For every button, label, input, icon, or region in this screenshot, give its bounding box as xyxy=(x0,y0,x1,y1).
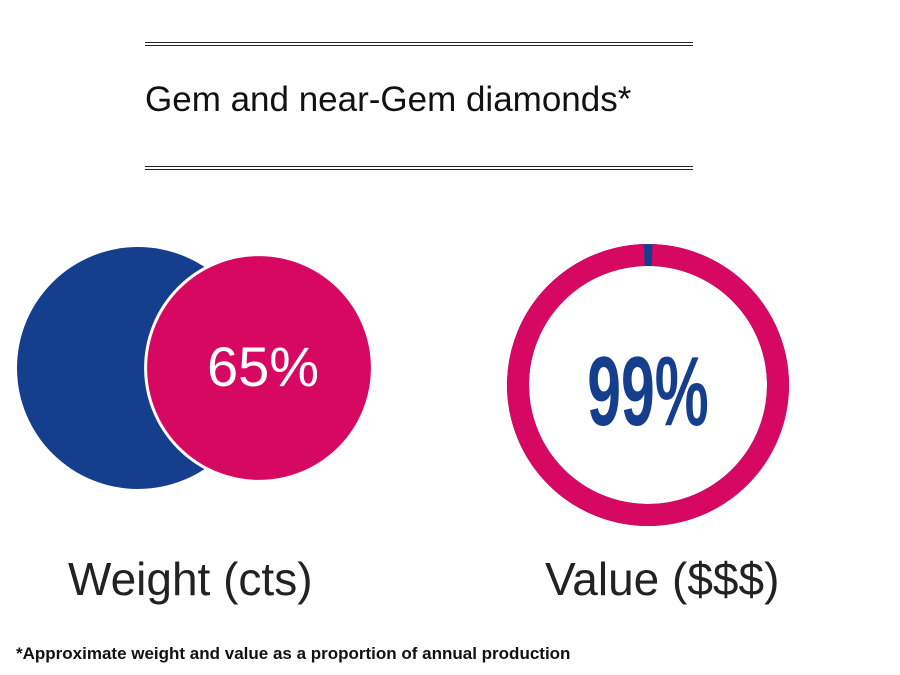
page-title: Gem and near-Gem diamonds* xyxy=(145,80,632,119)
weight-percent-label: 65% xyxy=(207,335,319,398)
weight-share-circle xyxy=(144,253,374,483)
title-rule-top xyxy=(145,42,693,46)
value-share-ring xyxy=(507,244,789,526)
value-percent-label: 99% xyxy=(587,337,709,446)
title-rule-bottom xyxy=(145,166,693,170)
weight-label: Weight (cts) xyxy=(68,553,313,605)
footnote: *Approximate weight and value as a propo… xyxy=(16,644,571,663)
value-label: Value ($$$) xyxy=(545,553,780,605)
